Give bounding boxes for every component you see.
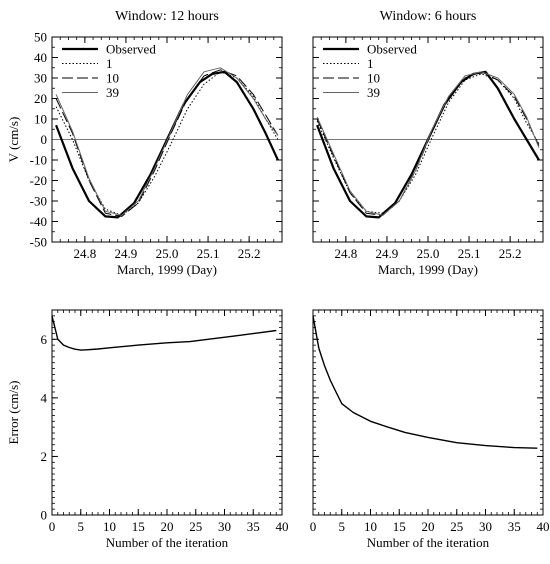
y-tick-label: 10 xyxy=(34,112,47,127)
x-tick-label: 5 xyxy=(78,519,85,534)
x-tick-label: 25 xyxy=(450,519,463,534)
y-tick-label: 0 xyxy=(41,132,48,147)
plot-frame xyxy=(51,309,283,516)
chart-panel-3: 0 2 4 6 0 5 10 15 20 25 30 35 40 Number of the iterat… xyxy=(6,309,289,550)
x-tick-label: 40 xyxy=(276,519,289,534)
y-tick-label: -10 xyxy=(30,153,47,168)
x-tick-label: 10 xyxy=(364,519,377,534)
chart-panel-1: Window: 12 hours -50 -40 -30 -20 -10 0 10 20 30 40… xyxy=(6,9,283,277)
legend-label: 39 xyxy=(106,85,119,100)
y-tick-label: 4 xyxy=(41,390,48,405)
y-tick-label: -20 xyxy=(30,173,47,188)
x-axis-title: March, 1999 (Day) xyxy=(378,262,478,277)
legend-label: 10 xyxy=(367,71,380,86)
series-line-observed xyxy=(316,70,540,219)
series-line-39 xyxy=(55,67,279,216)
x-tick-label: 25.0 xyxy=(156,246,179,261)
legend-label: 1 xyxy=(106,56,113,71)
y-tick-label: 30 xyxy=(34,71,47,86)
x-axis-title: Number of the iteration xyxy=(367,535,490,550)
x-tick-label: 30 xyxy=(218,519,231,534)
x-tick-label: 24.9 xyxy=(115,246,138,261)
chart-panel-2: Window: 6 hours 24.8 24.9 25.0 25.1 25.2 Obser… xyxy=(312,9,544,277)
x-tick-label: 24.8 xyxy=(73,246,96,261)
x-tick-label: 25.0 xyxy=(417,246,440,261)
x-axis-title: March, 1999 (Day) xyxy=(117,262,217,277)
panel-title: Window: 12 hours xyxy=(115,9,219,24)
y-tick-label: -50 xyxy=(30,235,47,250)
series-line-error xyxy=(312,315,538,449)
x-tick-label: 35 xyxy=(508,519,521,534)
plot-frame xyxy=(312,309,544,516)
x-tick-label: 5 xyxy=(339,519,346,534)
series-line-1 xyxy=(316,73,540,214)
y-tick-label: -40 xyxy=(30,214,47,229)
legend-label: 10 xyxy=(106,71,119,86)
plot-frame xyxy=(51,36,283,243)
legend-label: Observed xyxy=(106,42,156,57)
y-tick-label: 2 xyxy=(41,449,48,464)
x-tick-label: 25.2 xyxy=(499,246,522,261)
legend-label: 39 xyxy=(367,85,380,100)
legend-label: 1 xyxy=(367,56,374,71)
x-tick-label: 24.9 xyxy=(376,246,399,261)
x-tick-label: 15 xyxy=(393,519,406,534)
series-line-39 xyxy=(316,71,540,216)
y-tick-label: -30 xyxy=(30,194,47,209)
series-line-observed xyxy=(55,70,279,219)
x-tick-label: 20 xyxy=(422,519,435,534)
series-line-error xyxy=(51,315,277,351)
y-tick-label: 0 xyxy=(41,508,48,523)
x-tick-label: 25.1 xyxy=(458,246,481,261)
x-tick-label: 40 xyxy=(537,519,550,534)
y-tick-label: 6 xyxy=(41,332,48,347)
y-tick-label: 50 xyxy=(34,30,47,45)
x-tick-label: 0 xyxy=(49,519,56,534)
chart-panel-4: 0 5 10 15 20 25 30 35 40 Number of the iteration xyxy=(310,309,550,550)
x-tick-label: 30 xyxy=(479,519,492,534)
x-tick-label: 10 xyxy=(103,519,116,534)
x-tick-label: 25.2 xyxy=(238,246,261,261)
series-line-10 xyxy=(316,71,540,216)
x-tick-label: 20 xyxy=(161,519,174,534)
plot-frame xyxy=(312,36,544,243)
y-axis-title: V (cm/s) xyxy=(6,117,21,163)
x-tick-label: 35 xyxy=(247,519,260,534)
y-tick-label: 20 xyxy=(34,91,47,106)
y-tick-label: 40 xyxy=(34,50,47,65)
x-tick-label: 0 xyxy=(310,519,317,534)
x-tick-label: 25.1 xyxy=(197,246,220,261)
x-axis-title: Number of the iteration xyxy=(106,535,229,550)
series-line-10 xyxy=(55,69,279,217)
x-tick-label: 25 xyxy=(189,519,202,534)
x-tick-label: 15 xyxy=(132,519,145,534)
x-tick-label: 24.8 xyxy=(334,246,357,261)
panel-title: Window: 6 hours xyxy=(380,9,477,24)
legend-label: Observed xyxy=(367,42,417,57)
y-axis-title: Error (cm/s) xyxy=(6,381,21,445)
